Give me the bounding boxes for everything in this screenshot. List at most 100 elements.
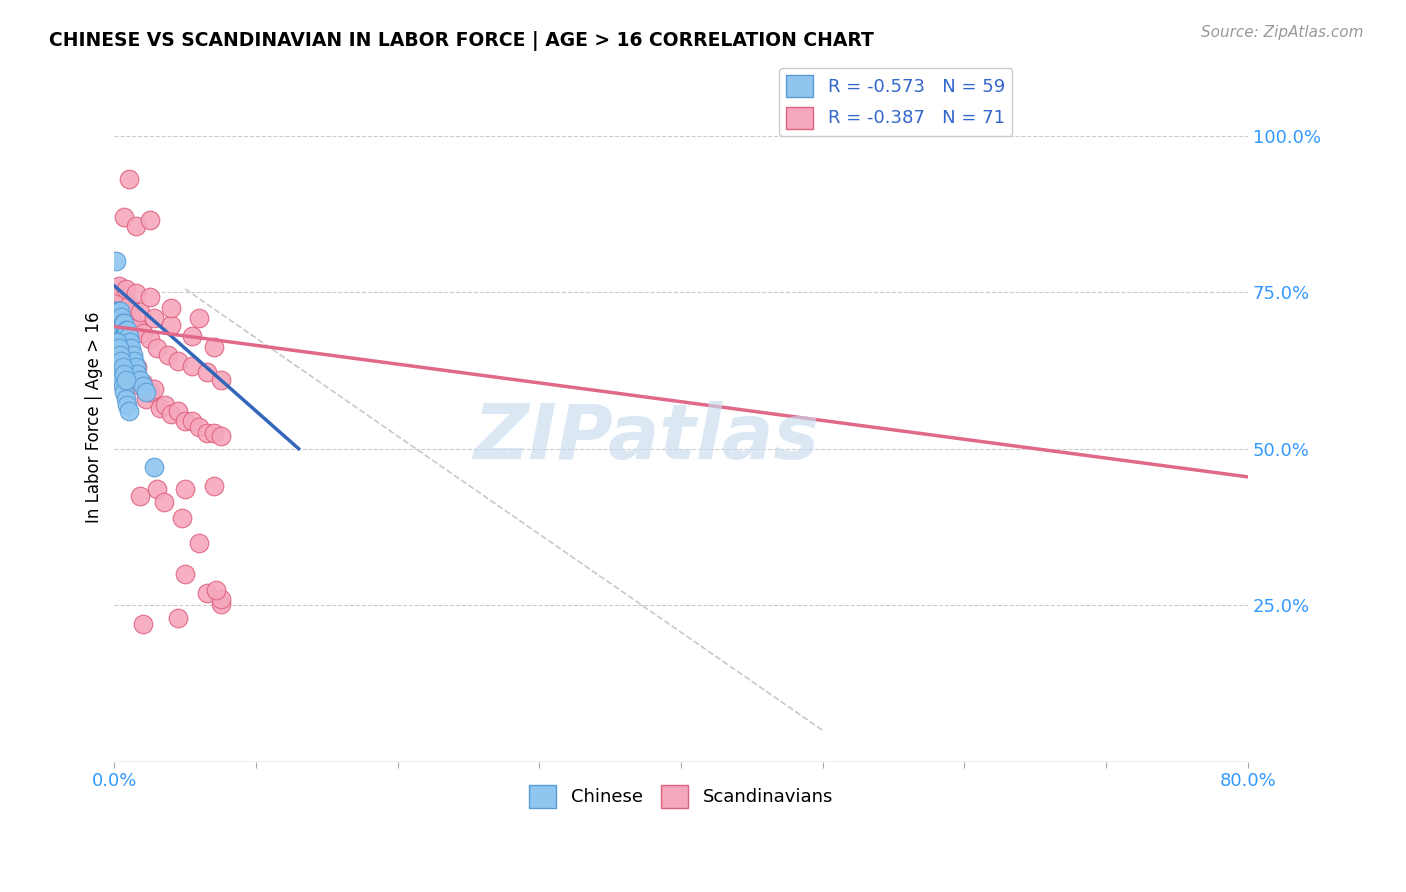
Point: [188, 535, 211, 549]
Point: [107, 317, 129, 331]
Text: ZIPatlas: ZIPatlas: [474, 401, 820, 475]
Point: [111, 360, 134, 375]
Point: [112, 342, 135, 356]
Point: [195, 585, 218, 599]
Point: [110, 323, 132, 337]
Point: [146, 342, 169, 356]
Point: [153, 495, 176, 509]
Point: [105, 317, 128, 331]
Point: [181, 413, 204, 427]
Point: [202, 425, 225, 440]
Point: [114, 335, 136, 350]
Point: [188, 311, 211, 326]
Point: [167, 404, 190, 418]
Point: [105, 326, 128, 340]
Point: [195, 365, 218, 379]
Point: [108, 348, 131, 362]
Point: [149, 401, 172, 415]
Point: [108, 304, 131, 318]
Point: [107, 317, 129, 331]
Point: [104, 253, 127, 268]
Point: [167, 354, 190, 368]
Point: [115, 398, 138, 412]
Point: [108, 329, 131, 343]
Point: [129, 305, 152, 319]
Point: [108, 317, 131, 331]
Point: [115, 348, 138, 362]
Point: [181, 359, 204, 373]
Point: [111, 317, 134, 331]
Point: [115, 307, 138, 321]
Point: [209, 429, 232, 443]
Point: [104, 304, 127, 318]
Point: [108, 342, 131, 356]
Point: [132, 376, 155, 390]
Point: [107, 278, 129, 293]
Point: [105, 342, 128, 356]
Point: [129, 489, 152, 503]
Point: [108, 298, 131, 312]
Point: [143, 382, 166, 396]
Point: [132, 379, 155, 393]
Point: [111, 329, 134, 343]
Point: [188, 419, 211, 434]
Point: [112, 210, 135, 224]
Point: [209, 597, 232, 611]
Point: [112, 367, 135, 381]
Point: [107, 329, 129, 343]
Point: [174, 483, 197, 497]
Point: [107, 304, 129, 318]
Point: [160, 407, 183, 421]
Point: [125, 319, 148, 334]
Point: [104, 329, 127, 343]
Point: [174, 413, 197, 427]
Point: [195, 425, 218, 440]
Point: [157, 348, 180, 362]
Point: [143, 460, 166, 475]
Point: [112, 329, 135, 343]
Point: [125, 367, 148, 381]
Point: [114, 392, 136, 406]
Point: [110, 335, 132, 350]
Point: [110, 288, 132, 302]
Point: [124, 219, 146, 234]
Point: [172, 510, 194, 524]
Point: [107, 342, 129, 356]
Point: [129, 373, 152, 387]
Point: [124, 286, 146, 301]
Point: [117, 342, 139, 356]
Point: [112, 317, 135, 331]
Point: [202, 340, 225, 354]
Point: [115, 335, 138, 350]
Point: [112, 354, 135, 368]
Point: [105, 354, 128, 368]
Point: [121, 348, 143, 362]
Point: [108, 367, 131, 381]
Point: [117, 404, 139, 418]
Point: [174, 566, 197, 581]
Point: [105, 329, 128, 343]
Point: [120, 310, 142, 325]
Point: [105, 335, 128, 350]
Point: [118, 335, 141, 350]
Text: CHINESE VS SCANDINAVIAN IN LABOR FORCE | AGE > 16 CORRELATION CHART: CHINESE VS SCANDINAVIAN IN LABOR FORCE |…: [49, 31, 875, 51]
Point: [114, 373, 136, 387]
Point: [129, 379, 152, 393]
Point: [181, 329, 204, 343]
Point: [135, 385, 157, 400]
Point: [139, 290, 162, 304]
Point: [114, 323, 136, 337]
Point: [114, 351, 136, 365]
Point: [108, 354, 131, 368]
Point: [139, 213, 162, 227]
Point: [139, 385, 162, 400]
Point: [205, 582, 228, 597]
Point: [104, 317, 127, 331]
Y-axis label: In Labor Force | Age > 16: In Labor Force | Age > 16: [86, 311, 103, 523]
Point: [111, 304, 134, 318]
Point: [209, 373, 232, 387]
Point: [110, 335, 132, 350]
Point: [132, 617, 155, 632]
Point: [111, 379, 134, 393]
Point: [135, 392, 157, 406]
